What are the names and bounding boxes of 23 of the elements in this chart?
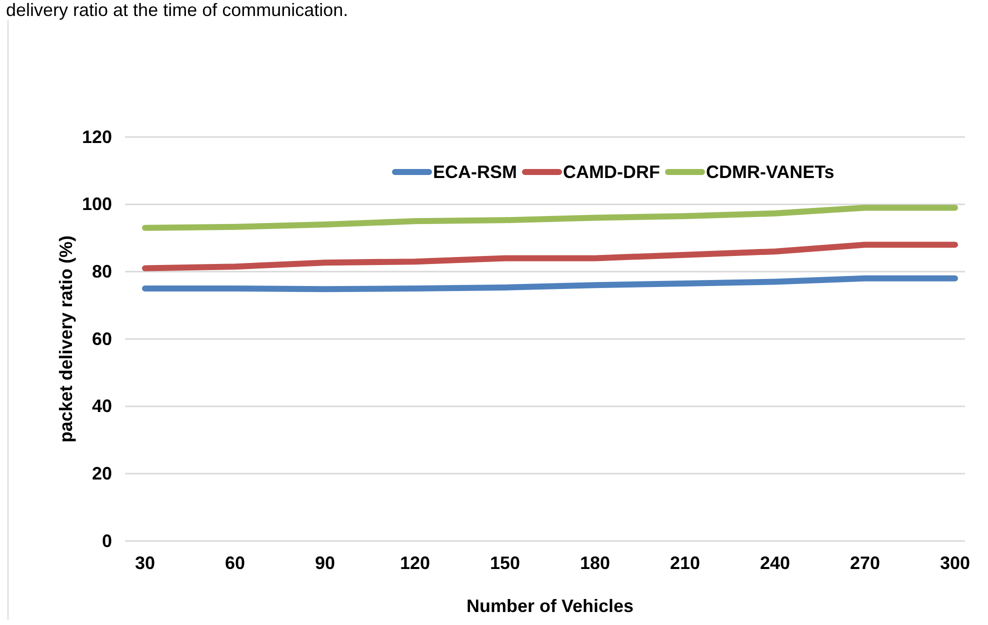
y-tick-label: 60 <box>92 328 112 349</box>
legend-label: ECA-RSM <box>433 162 517 182</box>
x-tick-label: 210 <box>670 552 700 573</box>
y-tick-label: 0 <box>102 530 112 551</box>
x-tick-label: 30 <box>134 552 156 573</box>
x-tick-label: 270 <box>850 552 880 573</box>
x-tick-label: 150 <box>490 552 520 573</box>
legend-label: CDMR-VANETs <box>706 162 834 182</box>
y-tick-label: 40 <box>92 396 112 416</box>
x-tick-label: 60 <box>224 552 246 573</box>
y-axis-title: packet delivery ratio (%) <box>56 235 76 443</box>
x-tick-label: 300 <box>940 552 970 573</box>
x-axis-title: Number of Vehicles <box>466 596 634 616</box>
text: delivery ratio at the time of communication. <box>6 0 348 20</box>
x-tick-label: 240 <box>760 552 790 573</box>
y-tick-label: 80 <box>92 261 112 282</box>
legend-label: CAMD-DRF <box>563 162 660 182</box>
y-tick-label: 100 <box>82 194 112 214</box>
x-tick-label: 90 <box>314 552 336 573</box>
x-tick-label: 120 <box>400 552 430 573</box>
y-tick-label: 20 <box>92 463 112 484</box>
y-tick-label: 120 <box>82 126 112 147</box>
x-tick-label: 180 <box>580 552 610 573</box>
